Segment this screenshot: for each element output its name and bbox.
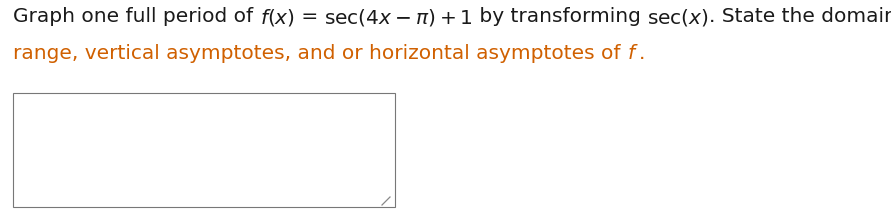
Text: . State the domain,: . State the domain, <box>709 7 891 26</box>
Text: $\mathrm{sec}(x)$: $\mathrm{sec}(x)$ <box>647 7 709 28</box>
Text: $f(x)$: $f(x)$ <box>259 7 295 28</box>
Text: Graph one full period of: Graph one full period of <box>13 7 259 26</box>
Text: by transforming: by transforming <box>473 7 647 26</box>
Text: =: = <box>295 7 324 26</box>
Text: .: . <box>639 44 645 63</box>
Bar <box>13 93 395 207</box>
Text: $f$: $f$ <box>627 44 639 63</box>
Text: range, vertical asymptotes, and or horizontal asymptotes of: range, vertical asymptotes, and or horiz… <box>13 44 627 63</box>
Text: $\mathrm{sec}(4x - \pi) + 1$: $\mathrm{sec}(4x - \pi) + 1$ <box>324 7 473 28</box>
